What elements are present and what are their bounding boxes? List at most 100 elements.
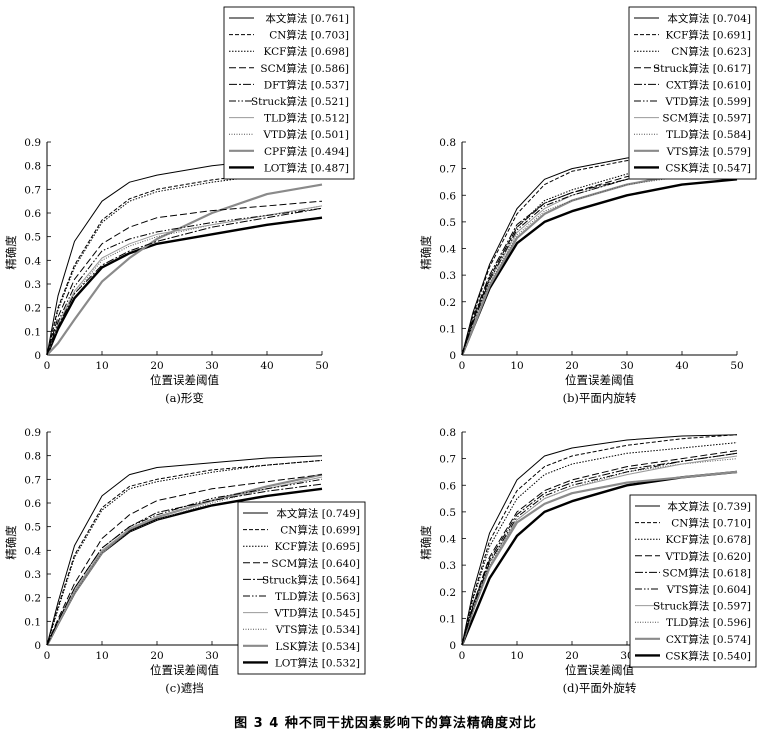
y-tick-label: 0.1 [439,613,456,625]
x-axis-label: 位置误差阈值 [565,373,634,387]
series-line-9 [460,470,738,646]
y-tick-label: 0.5 [439,217,456,229]
legend: 本文算法 [0.704] KCF算法 [0.691] CN算法 [0.623] Str… [628,6,757,180]
legend-label: 本文算法 [0.739] [667,500,751,513]
legend-label: TLD算法 [0.512] [264,112,349,125]
y-tick-label: 0.4 [439,244,456,256]
series-line-4 [46,474,323,646]
y-tick-label: 0.2 [439,297,456,309]
y-tick-label: 0.4 [439,534,456,546]
y-tick-label: 0 [449,350,456,362]
legend-label: KCF算法 [0.691] [666,29,751,42]
legend-label: TLD算法 [0.584] [666,128,751,141]
series-line-2 [461,434,738,646]
y-tick-label: 0.5 [24,522,41,534]
legend-label: SCM算法 [0.640] [271,557,360,570]
y-tick-label: 0.1 [439,323,456,335]
legend-label: Struck算法 [0.617] [653,62,751,75]
series-line-2 [46,459,323,646]
legend-label: 本文算法 [0.749] [276,507,360,520]
y-tick-label: 0.7 [439,454,456,466]
series-line-8 [46,205,323,356]
legend-label: 本文算法 [0.761] [265,12,349,25]
legend-label: VTS算法 [0.579] [666,145,751,158]
legend-label: CSK算法 [0.540] [665,649,751,662]
legend-label: KCF算法 [0.695] [275,540,360,553]
series-line-1 [461,434,738,646]
x-tick-label: 20 [150,360,163,372]
series-line-7 [46,205,323,356]
x-tick-label: 20 [565,360,578,372]
x-tick-label: 20 [565,650,578,662]
series-line-10 [460,178,738,356]
y-tick-label: 0.8 [24,451,41,463]
legend-label: VTS算法 [0.604] [666,583,751,596]
legend-label: KCF算法 [0.678] [666,533,751,546]
x-axis-label: 位置误差阈值 [150,663,219,677]
y-tick-label: 0.7 [24,184,41,196]
y-tick-label: 0.6 [439,190,456,202]
y-tick-label: 0 [34,640,41,652]
x-tick-label: 30 [205,360,218,372]
x-tick-label: 10 [95,650,108,662]
y-tick-label: 0.3 [439,560,456,572]
y-tick-label: 0.7 [439,164,456,176]
y-tick-label: 0.6 [24,498,41,510]
series-line-6 [461,452,738,646]
y-axis-label: 精确度 [4,235,18,270]
y-tick-label: 0.5 [24,232,41,244]
y-tick-label: 0.1 [24,326,41,338]
series-line-7 [461,160,738,356]
series-line-3 [46,169,323,356]
legend-label: SCM算法 [0.618] [662,566,751,579]
y-tick-label: 0.6 [24,208,41,220]
x-tick-label: 50 [315,360,328,372]
x-tick-label: 0 [44,650,51,662]
y-tick-label: 0.1 [24,616,41,628]
legend: 本文算法 [0.749] CN算法 [0.699] KCF算法 [0.695] SCM… [237,501,366,675]
legend-label: CPF算法 [0.494] [264,145,349,158]
series-line-5 [461,452,738,646]
legend-label: TLD算法 [0.596] [666,616,751,629]
y-tick-label: 0 [449,640,456,652]
legend-label: VTD算法 [0.599] [664,95,751,108]
panel-subtitle: (d)平面外旋转 [563,681,637,695]
legend-label: VTS算法 [0.534] [275,623,360,636]
series-line-3 [461,442,738,646]
chart-panel-4: 00.10.20.30.40.50.60.70.801020304050位置误差… [419,427,757,695]
y-axis-label: 精确度 [419,235,433,270]
x-axis-label: 位置误差阈值 [150,373,219,387]
legend-label: CN算法 [0.623] [671,45,751,58]
legend-label: VTD算法 [0.620] [664,550,751,563]
panel-subtitle: (b)平面内旋转 [563,391,637,405]
y-tick-label: 0.3 [24,279,41,291]
series-line-9 [460,162,738,356]
y-tick-label: 0.3 [439,270,456,282]
panel-subtitle: (a)形变 [165,391,204,405]
series-line-4 [46,200,323,356]
y-tick-label: 0.6 [439,480,456,492]
legend-label: CN算法 [0.703] [269,29,349,42]
y-tick-label: 0.8 [24,161,41,173]
y-tick-label: 0.2 [24,303,41,315]
x-tick-label: 10 [510,650,523,662]
x-tick-label: 30 [205,650,218,662]
series-line-4 [461,450,738,646]
y-tick-label: 0.3 [24,569,41,581]
legend-label: TLD算法 [0.563] [275,590,360,603]
x-tick-label: 40 [260,360,273,372]
series-line-1 [46,155,323,356]
legend-label: DFT算法 [0.537] [264,78,349,91]
y-tick-label: 0.2 [24,593,41,605]
y-axis-label: 精确度 [4,525,18,560]
legend-label: KCF算法 [0.698] [264,45,349,58]
y-tick-label: 0.9 [24,427,41,439]
x-tick-label: 30 [620,360,633,372]
legend-label: Struck算法 [0.521] [251,95,349,108]
series-line-3 [461,160,738,356]
y-tick-label: 0.7 [24,474,41,486]
legend: 本文算法 [0.761] CN算法 [0.703] KCF算法 [0.698] SCM… [223,6,355,180]
x-tick-label: 0 [459,650,466,662]
legend-label: CN算法 [0.710] [671,517,751,530]
legend-label: LOT算法 [0.532] [275,656,360,669]
